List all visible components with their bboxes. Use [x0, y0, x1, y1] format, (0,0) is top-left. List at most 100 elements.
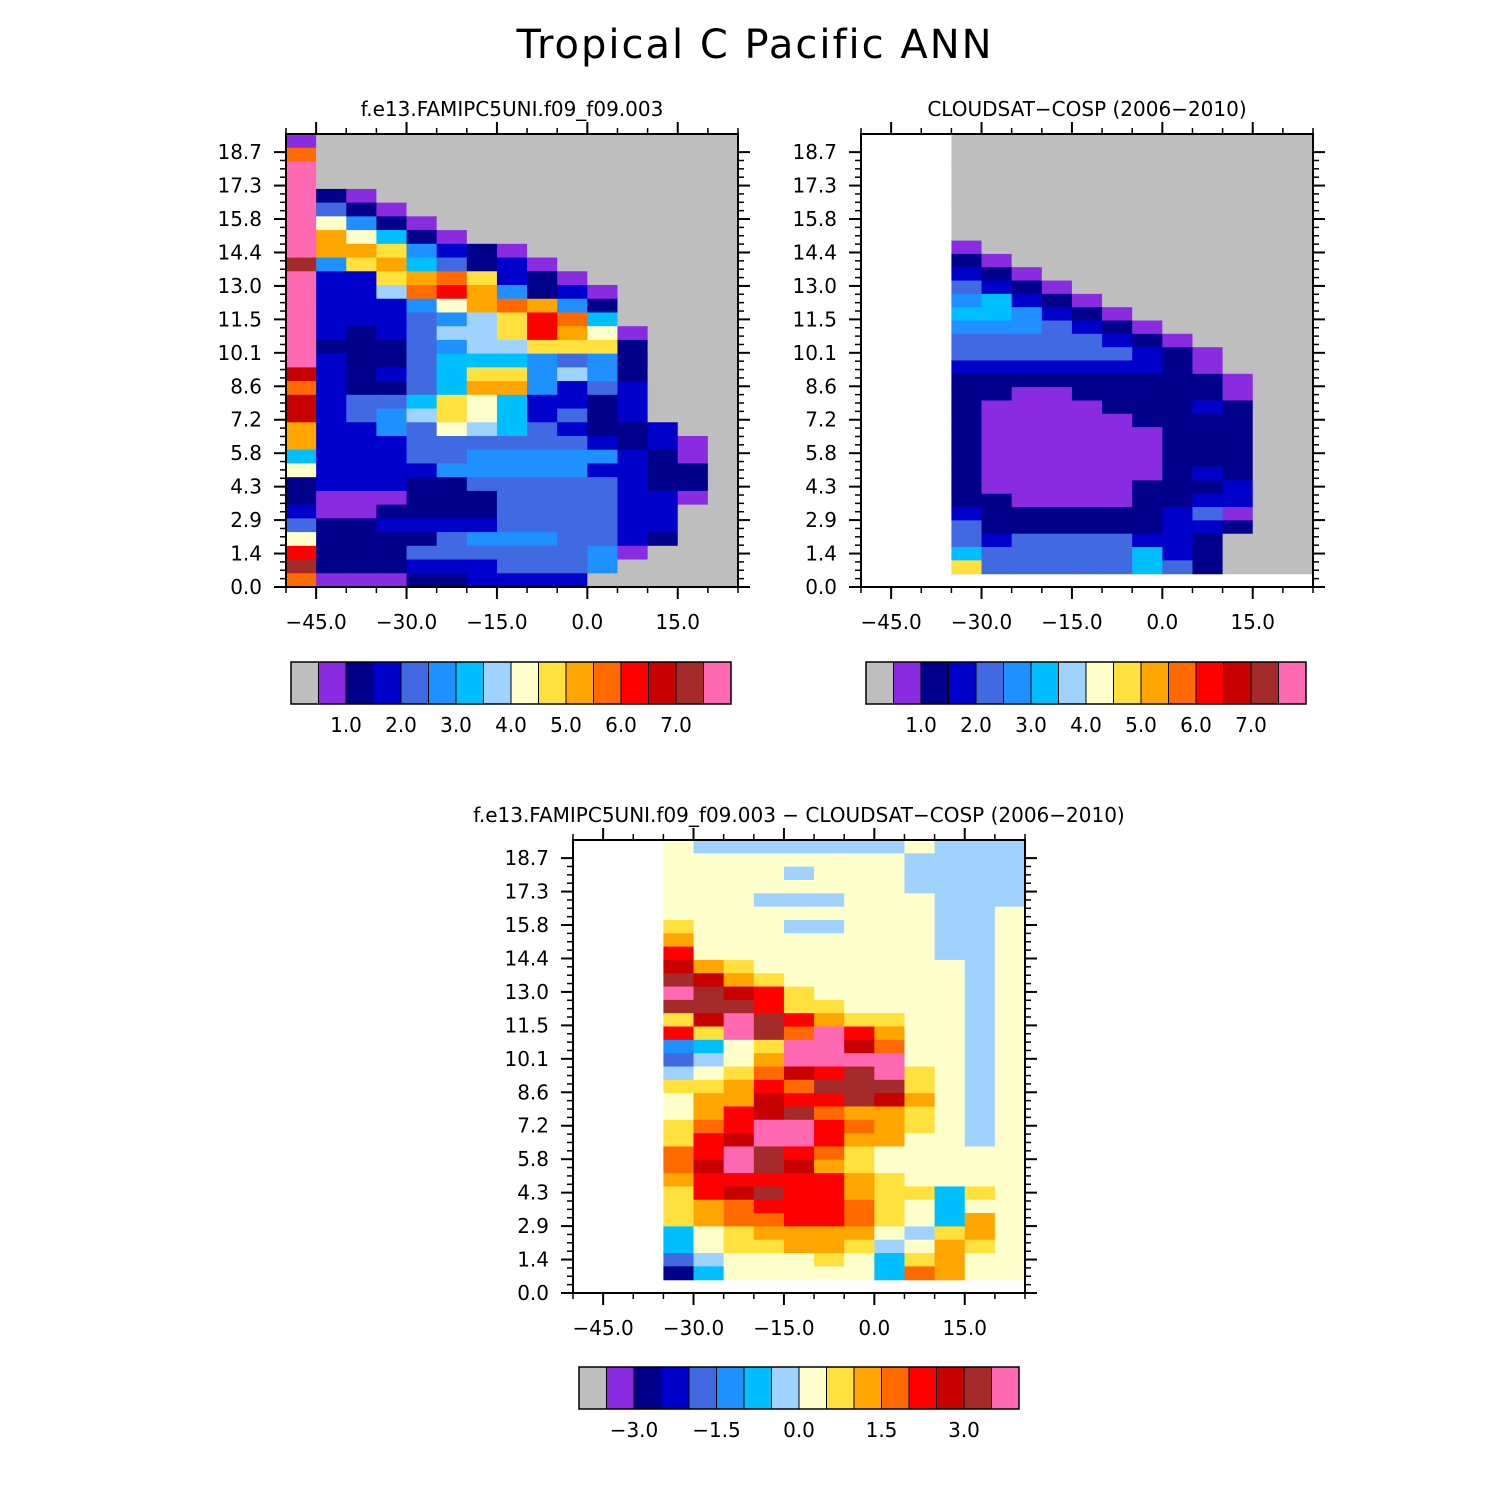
heatmap-cell	[783, 840, 815, 854]
y-tick-label: 13.0	[504, 980, 549, 1004]
heatmap-cell	[904, 986, 936, 1001]
heatmap-cell	[496, 175, 528, 190]
heatmap-cell	[1282, 293, 1314, 308]
heatmap-cell	[466, 367, 498, 382]
heatmap-cell	[663, 1053, 695, 1068]
heatmap-cell	[346, 449, 377, 465]
heatmap-cell	[981, 160, 1013, 175]
heatmap-cell	[1222, 413, 1254, 428]
heatmap-cell	[496, 408, 528, 423]
heatmap-cell	[346, 257, 377, 272]
heatmap-cell	[466, 285, 498, 300]
heatmap-cell	[1011, 480, 1043, 495]
colorbar: −3.0 −1.5 0.0 1.5 3.0	[578, 1366, 1020, 1442]
heatmap-cell	[934, 1199, 966, 1214]
heatmap-cell	[647, 490, 679, 506]
heatmap-cell	[874, 1039, 906, 1054]
heatmap-cell	[1162, 267, 1194, 282]
heatmap-cell	[1192, 134, 1224, 148]
colorbar-swatch	[1085, 661, 1114, 705]
heatmap-cell	[753, 1133, 785, 1148]
heatmap-cell	[316, 463, 347, 478]
heatmap-cell	[964, 959, 996, 974]
heatmap-cell	[376, 216, 408, 231]
heatmap-cell	[376, 381, 408, 396]
heatmap-cell	[964, 840, 996, 854]
heatmap-cell	[874, 1266, 906, 1281]
colorbar-swatch	[1003, 661, 1032, 705]
heatmap-cell	[844, 1159, 875, 1174]
heatmap-cells	[286, 134, 739, 588]
heatmap-cell	[587, 312, 619, 327]
heatmap-cell	[496, 449, 528, 465]
heatmap-cell	[376, 230, 408, 245]
heatmap-cell	[934, 1266, 966, 1281]
heatmap-cell	[406, 422, 438, 437]
heatmap-cell	[844, 986, 875, 1001]
heatmap-cell	[1102, 400, 1133, 415]
heatmap-cell	[904, 959, 936, 974]
heatmap-cell	[316, 381, 347, 396]
heatmap-cell	[677, 408, 709, 423]
heatmap-cell	[1252, 213, 1284, 228]
heatmap-cell	[1071, 267, 1103, 282]
heatmap-cell	[723, 1026, 755, 1041]
colorbar-swatch	[633, 1366, 662, 1410]
colorbar-swatch	[318, 661, 347, 705]
heatmap-cell	[663, 866, 695, 881]
heatmap-cell	[783, 1039, 815, 1054]
heatmap-cell	[1041, 240, 1073, 255]
heatmap-cell	[1041, 427, 1073, 442]
heatmap-cell	[496, 518, 528, 533]
heatmap-cell	[1132, 413, 1163, 428]
heatmap-cell	[436, 504, 468, 519]
y-tick-label: 18.7	[217, 140, 262, 164]
heatmap-cell	[783, 1066, 815, 1081]
heatmap-cell	[964, 919, 996, 934]
heatmap-cell	[1162, 560, 1194, 575]
heatmap-cell	[1132, 227, 1163, 242]
heatmap-cell	[466, 477, 498, 492]
heatmap-cell	[844, 973, 875, 988]
heatmap-cell	[964, 1146, 996, 1161]
heatmap-cell	[316, 161, 347, 176]
heatmap-cell	[1011, 320, 1043, 335]
heatmap-cell	[647, 285, 679, 300]
colorbar-swatch	[716, 1366, 745, 1410]
heatmap-cell	[557, 312, 588, 327]
heatmap-cell	[496, 271, 528, 286]
heatmap-cell	[1102, 227, 1133, 242]
colorbar-swatch	[483, 661, 512, 705]
heatmap-cell	[1192, 187, 1224, 202]
heatmap-cell	[436, 298, 468, 314]
heatmap-cell	[617, 436, 649, 451]
heatmap-cell	[587, 408, 619, 423]
heatmap-cell	[663, 1213, 695, 1227]
heatmap-cell	[677, 394, 709, 410]
heatmap-cell	[1252, 240, 1284, 255]
heatmap-cell	[1282, 187, 1314, 202]
heatmap-cell	[617, 285, 649, 300]
heatmap-cell	[1162, 453, 1194, 468]
heatmap-cell	[844, 959, 875, 974]
y-tick-label: 11.5	[504, 1013, 549, 1037]
y-tick-label: 1.4	[517, 1248, 549, 1272]
heatmap-cell	[1102, 387, 1133, 402]
heatmap-cell	[874, 853, 906, 868]
heatmap-cell	[904, 1253, 936, 1267]
heatmap-cell	[723, 1239, 755, 1254]
heatmap-cell	[286, 216, 317, 231]
heatmap-cell	[783, 933, 815, 948]
heatmap-cell	[316, 298, 347, 314]
heatmap-cell	[814, 1253, 845, 1267]
heatmap-cell	[617, 504, 649, 519]
heatmap-cell	[707, 477, 739, 492]
heatmap-cell	[1071, 187, 1103, 202]
heatmap-cell	[904, 933, 936, 948]
heatmap-cell	[466, 532, 498, 547]
heatmap-cell	[587, 463, 619, 478]
heatmap-cell	[587, 147, 619, 163]
heatmap-cell	[783, 973, 815, 988]
heatmap-cell	[814, 1013, 845, 1028]
heatmap-cell	[557, 230, 588, 245]
